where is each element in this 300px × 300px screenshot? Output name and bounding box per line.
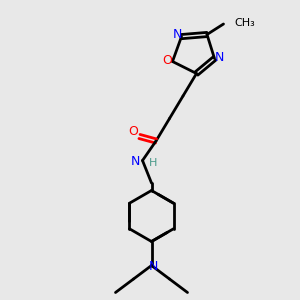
Text: H: H — [149, 158, 158, 169]
Text: O: O — [128, 124, 138, 138]
Text: N: N — [149, 260, 159, 273]
Text: N: N — [173, 28, 183, 41]
Text: N: N — [131, 155, 140, 169]
Text: O: O — [162, 54, 172, 68]
Text: CH₃: CH₃ — [234, 17, 255, 28]
Text: N: N — [215, 51, 225, 64]
